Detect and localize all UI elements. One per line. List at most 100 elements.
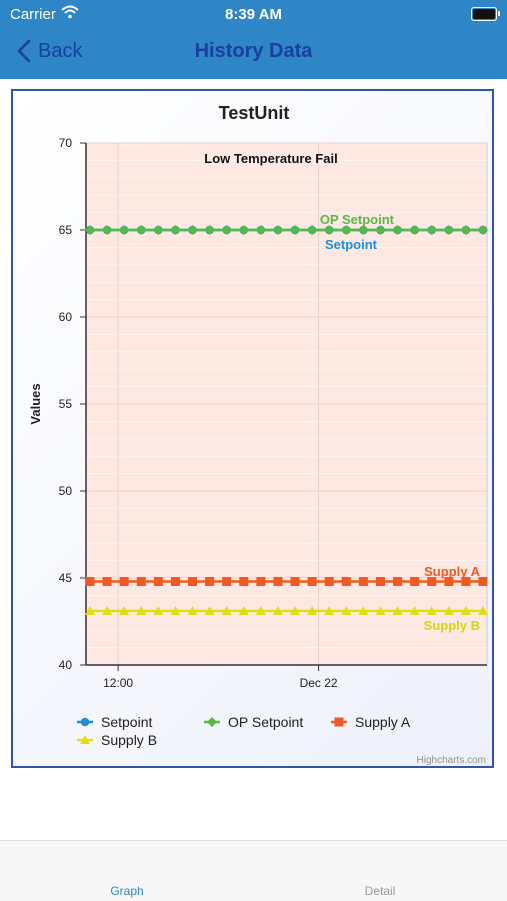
series-point xyxy=(222,576,232,586)
x-tick-label: Dec 22 xyxy=(300,676,338,690)
navigation-bar: Back History Data xyxy=(0,28,507,78)
series-point xyxy=(85,225,95,235)
y-tick-label: 70 xyxy=(59,136,73,150)
legend-item: OP Setpoint xyxy=(228,714,303,730)
series-point xyxy=(205,576,215,586)
legend-item: Supply B xyxy=(101,732,157,748)
series-point xyxy=(392,225,403,235)
series-point xyxy=(307,606,318,616)
back-label: Back xyxy=(38,39,83,62)
series-point xyxy=(187,606,198,616)
series-point xyxy=(426,606,437,616)
series-point xyxy=(443,225,454,235)
series-point xyxy=(341,576,351,586)
series-point xyxy=(358,576,368,586)
series-point xyxy=(221,606,232,616)
series-label-op-setpoint: OP Setpoint xyxy=(320,212,395,227)
battery-icon xyxy=(471,7,500,21)
y-axis-label: Values xyxy=(28,383,43,424)
series-point xyxy=(272,225,283,235)
y-tick-label: 60 xyxy=(59,310,73,324)
series-point xyxy=(119,606,130,616)
y-tick-label: 40 xyxy=(59,658,73,672)
legend-item: Setpoint xyxy=(101,714,152,730)
series-point xyxy=(324,606,335,616)
wifi-icon xyxy=(61,5,79,23)
series-label-supply-b: Supply B xyxy=(424,618,480,633)
series-point xyxy=(136,576,146,586)
tab-graph[interactable]: Graph xyxy=(110,884,144,898)
series-point xyxy=(153,576,163,586)
series-point xyxy=(478,576,488,586)
series-point xyxy=(341,225,352,235)
series-point xyxy=(461,576,471,586)
series-point xyxy=(324,576,334,586)
series-point xyxy=(290,606,301,616)
series-point xyxy=(324,225,335,235)
series-point xyxy=(443,606,454,616)
series-point xyxy=(204,225,215,235)
series-point xyxy=(221,225,232,235)
series-point xyxy=(426,225,437,235)
chart-title: TestUnit xyxy=(219,103,290,123)
series-point xyxy=(170,606,181,616)
series-point xyxy=(358,225,369,235)
series-point xyxy=(102,576,112,586)
y-tick-label: 65 xyxy=(59,223,73,237)
series-point xyxy=(375,225,386,235)
series-point xyxy=(153,606,164,616)
series-point xyxy=(238,225,249,235)
back-button[interactable]: Back xyxy=(12,38,82,64)
series-point xyxy=(358,606,369,616)
legend-marker xyxy=(207,717,217,727)
series-point xyxy=(187,225,198,235)
top-bar: Carrier 8:39 AM Back History Data xyxy=(0,0,507,79)
chart-credit: Highcharts.com xyxy=(417,755,486,766)
series-point xyxy=(238,606,249,616)
y-tick-label: 50 xyxy=(59,484,73,498)
series-point xyxy=(341,606,352,616)
series-point xyxy=(427,576,437,586)
series-point xyxy=(85,576,95,586)
chart-subtitle: Low Temperature Fail xyxy=(204,151,337,166)
history-chart: 40 45 50 55 60 65 70 12:00 Dec 22 TestUnit Low Tem… xyxy=(28,103,488,766)
chevron-left-icon xyxy=(17,39,31,63)
series-point xyxy=(409,225,420,235)
series-point xyxy=(410,576,420,586)
series-point xyxy=(153,225,164,235)
series-point xyxy=(85,606,95,616)
y-tick-label: 55 xyxy=(59,397,73,411)
tab-bar: Graph Detail xyxy=(0,840,507,901)
series-point xyxy=(188,576,198,586)
series-point xyxy=(375,606,386,616)
series-point xyxy=(119,225,130,235)
chart-container: 40 45 50 55 60 65 70 12:00 Dec 22 TestUnit Low Tem… xyxy=(11,89,494,768)
series-point xyxy=(290,576,300,586)
series-point xyxy=(460,606,471,616)
legend-marker xyxy=(80,717,90,727)
tab-detail[interactable]: Detail xyxy=(364,884,396,898)
status-time: 8:39 AM xyxy=(225,6,282,23)
status-bar: Carrier 8:39 AM xyxy=(0,0,507,28)
series-point xyxy=(393,576,403,586)
series-point xyxy=(136,225,147,235)
page-title: History Data xyxy=(194,40,313,62)
legend-marker xyxy=(80,735,90,744)
series-point xyxy=(460,225,471,235)
series-point xyxy=(307,225,318,235)
series-point xyxy=(478,225,488,235)
series-label-supply-a: Supply A xyxy=(424,564,480,579)
series-point xyxy=(170,225,181,235)
y-tick-label: 45 xyxy=(59,571,73,585)
series-point xyxy=(255,606,266,616)
series-point xyxy=(119,576,129,586)
legend-marker xyxy=(334,717,344,727)
series-point xyxy=(136,606,147,616)
series-point xyxy=(102,225,113,235)
series-point xyxy=(478,606,488,616)
series-point xyxy=(239,576,249,586)
series-point xyxy=(307,576,317,586)
carrier-label: Carrier xyxy=(10,6,56,23)
legend-item: Supply A xyxy=(355,714,411,730)
series-point xyxy=(290,225,301,235)
